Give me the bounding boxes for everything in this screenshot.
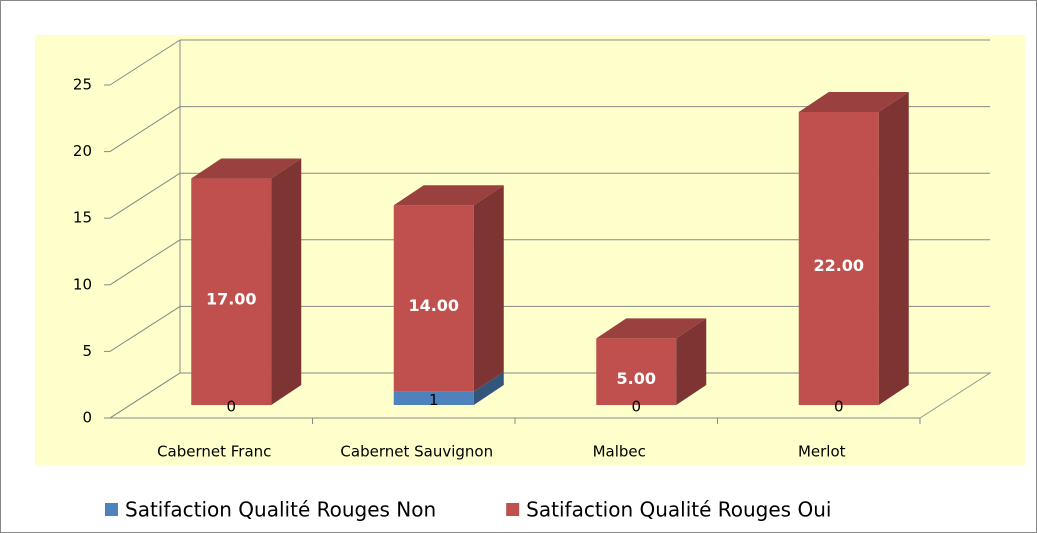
y-tick-label: 15 <box>73 209 92 227</box>
data-label: 14.00 <box>408 296 459 315</box>
bar-side <box>878 91 909 406</box>
legend-label: Satifaction Qualité Rouges Non <box>125 498 436 522</box>
y-tick-label: 0 <box>82 409 92 427</box>
depth-line <box>109 305 181 352</box>
legend-label: Satifaction Qualité Rouges Oui <box>526 498 831 522</box>
depth-line <box>109 106 181 153</box>
bar-side <box>676 318 707 405</box>
bar-top <box>596 318 707 339</box>
bar-top <box>191 158 302 179</box>
bar <box>393 391 474 405</box>
bar <box>596 338 677 405</box>
data-label: 17.00 <box>206 289 257 308</box>
y-tick-label: 25 <box>73 76 92 94</box>
x-tick-label: Merlot <box>798 443 846 461</box>
depth-line <box>109 172 181 219</box>
legend-swatch <box>105 503 118 516</box>
data-label: 22.00 <box>813 256 864 275</box>
y-tick-label: 20 <box>73 142 92 160</box>
depth-line <box>109 39 181 86</box>
bar-side <box>271 158 302 405</box>
bar <box>393 205 474 392</box>
data-label: 0 <box>834 398 844 416</box>
depth-line <box>109 372 181 419</box>
bar-side <box>473 185 504 392</box>
data-label: 0 <box>226 398 236 416</box>
data-label: 0 <box>631 398 641 416</box>
data-label: 1 <box>429 391 439 409</box>
bar-top <box>393 185 504 206</box>
y-tick-label: 5 <box>82 342 92 360</box>
bar <box>191 178 272 405</box>
x-tick-label: Cabernet Franc <box>157 443 271 461</box>
depth-line <box>109 239 181 286</box>
x-tick-label: Cabernet Sauvignon <box>340 443 493 461</box>
y-tick-label: 10 <box>73 275 92 293</box>
x-tick-label: Malbec <box>593 443 646 461</box>
bar <box>798 111 879 406</box>
data-label: 5.00 <box>617 369 656 388</box>
bar-top <box>798 91 909 112</box>
legend-swatch <box>506 503 520 516</box>
bar-side <box>473 371 504 405</box>
